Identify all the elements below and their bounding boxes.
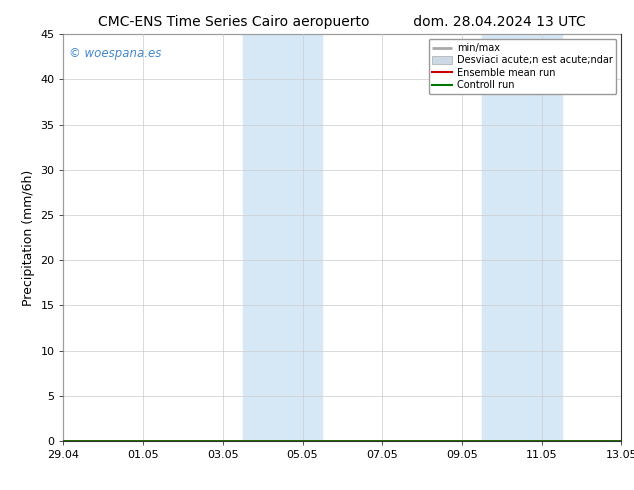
Bar [482,34,562,441]
Bar [243,34,323,441]
Text: © woespana.es: © woespana.es [69,47,162,59]
Title: CMC-ENS Time Series Cairo aeropuerto          dom. 28.04.2024 13 UTC: CMC-ENS Time Series Cairo aeropuerto dom… [98,15,586,29]
Y-axis label: Precipitation (mm/6h): Precipitation (mm/6h) [22,170,35,306]
Legend: min/max, Desviaci acute;n est acute;ndar, Ensemble mean run, Controll run: min/max, Desviaci acute;n est acute;ndar… [429,39,616,94]
